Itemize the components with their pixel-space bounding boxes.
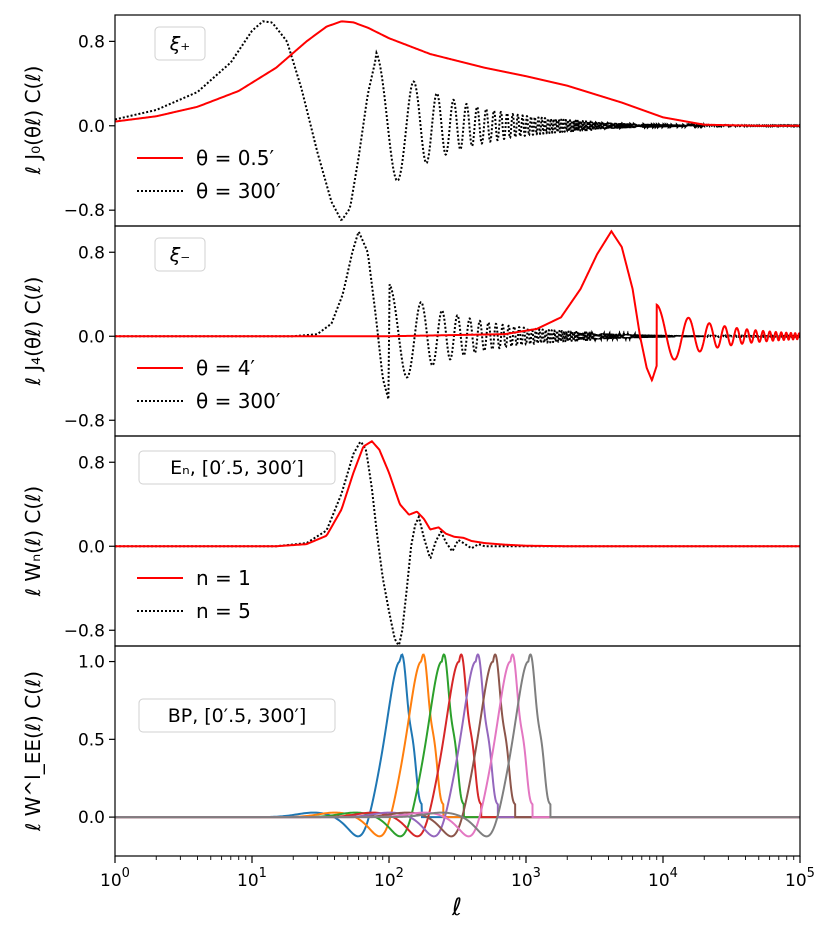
panel-1-series-1 [115, 20, 800, 222]
panel-4-y-ticks: 1.0 0.5 0.0 [78, 653, 115, 828]
panel-1-ytick-label-0: 0.8 [78, 32, 105, 52]
panel-4-annotation-box [138, 698, 336, 733]
panel-1-series-layer [115, 20, 800, 222]
panel-2-series-layer [115, 229, 800, 400]
panel-3-y-ticks: 0.8 0.0 −0.8 [64, 453, 115, 641]
panel-2-annotation-box [154, 237, 206, 272]
legend-label-theta-4: θ = 4′ [196, 356, 255, 380]
panel-2-annotation: ξ₋ [169, 244, 191, 266]
panel-4-frame [114, 645, 801, 857]
panel-3-series-0 [115, 439, 800, 548]
panel-3-ytick-label-1: 0.0 [78, 537, 105, 557]
panel-4-ytick-label-0: 1.0 [78, 653, 105, 673]
panel-1-ytick-label-1: 0.0 [78, 117, 105, 137]
panel-1-ytick-label-2: −0.8 [64, 201, 105, 221]
panel-4-series-layer [115, 653, 800, 838]
bandpower-window-5 [115, 653, 800, 838]
x-tick-label-4: 104 [648, 866, 678, 891]
legend-label-n1: n = 1 [196, 566, 251, 590]
panel-4-y-label: ℓ W^l_EE(ℓ) C(ℓ) [21, 671, 45, 832]
panel-1-series-0 [115, 20, 800, 127]
panel-2-ytick-label-0: 0.8 [78, 243, 105, 263]
panel-1-legend: θ = 0.5′ θ = 300′ [137, 146, 281, 203]
x-tick-label-5: 105 [785, 866, 815, 891]
panel-en: 0.8 0.0 −0.8 ℓ Wₙ(ℓ) C(ℓ) Eₙ, [0′.5, 300′]… [21, 435, 801, 647]
panel-2-ytick-label-1: 0.0 [78, 327, 105, 347]
panel-3-y-label: ℓ Wₙ(ℓ) C(ℓ) [21, 486, 45, 597]
panel-1-y-label: ℓ J₀(θℓ) C(ℓ) [21, 66, 45, 176]
x-tick-label-2: 102 [374, 866, 404, 891]
bandpower-window-7 [115, 653, 800, 838]
legend-label-theta-300: θ = 300′ [196, 179, 281, 203]
panel-xi-minus: 0.8 0.0 −0.8 ℓ J₄(θℓ) C(ℓ) ξ₋ θ = 4′ θ = 3… [21, 225, 801, 437]
panel-4-ytick-label-1: 0.5 [78, 730, 105, 750]
panel-2-legend: θ = 4′ θ = 300′ [137, 356, 281, 413]
panel-3-annotation-box [138, 450, 336, 485]
panel-4-ytick-label-2: 0.0 [78, 808, 105, 828]
panel-2-ytick-label-2: −0.8 [64, 411, 105, 431]
legend-label-theta-300b: θ = 300′ [196, 389, 281, 413]
panel-3-ytick-label-2: −0.8 [64, 621, 105, 641]
x-axis: 100 101 102 103 104 105 ℓ [100, 856, 815, 921]
x-tick-label-1: 101 [237, 866, 267, 891]
x-tick-label-3: 103 [511, 866, 541, 891]
panel-3-ytick-label-0: 0.8 [78, 453, 105, 473]
x-tick-label-0: 100 [100, 866, 130, 891]
panel-1-annotation-box [154, 26, 206, 61]
panel-4-annotation: BP, [0′.5, 300′] [168, 705, 307, 727]
panel-2-y-label: ℓ J₄(θℓ) C(ℓ) [21, 277, 45, 387]
bandpower-window-6 [115, 653, 800, 838]
panel-1-annotation: ξ₊ [169, 33, 191, 55]
panel-xi-plus: 0.8 0.0 −0.8 ℓ J₀(θℓ) C(ℓ) ξ₊ θ = 0.5′ θ =… [21, 14, 801, 227]
bandpower-window-8 [115, 653, 800, 838]
legend-label-n5: n = 5 [196, 599, 251, 623]
legend-label-theta-0.5: θ = 0.5′ [196, 146, 275, 170]
bandpower-window-4 [115, 653, 800, 838]
bandpower-window-2 [115, 653, 800, 838]
panel-2-y-ticks: 0.8 0.0 −0.8 [64, 243, 115, 431]
bandpower-window-3 [115, 653, 800, 838]
x-axis-label: ℓ [451, 893, 462, 921]
panel-3-legend: n = 1 n = 5 [137, 566, 251, 623]
panel-3-annotation: Eₙ, [0′.5, 300′] [170, 457, 304, 479]
panel-3-series-layer [115, 439, 800, 646]
panel-1-y-ticks: 0.8 0.0 −0.8 [64, 32, 115, 221]
panel-2-series-0 [115, 229, 800, 383]
x-ticks: 100 101 102 103 104 105 [100, 856, 815, 891]
bandpower-window-1 [115, 653, 800, 838]
panel-bandpower: 1.0 0.5 0.0 ℓ W^l_EE(ℓ) C(ℓ) BP, [0′.5, 30… [21, 645, 801, 857]
